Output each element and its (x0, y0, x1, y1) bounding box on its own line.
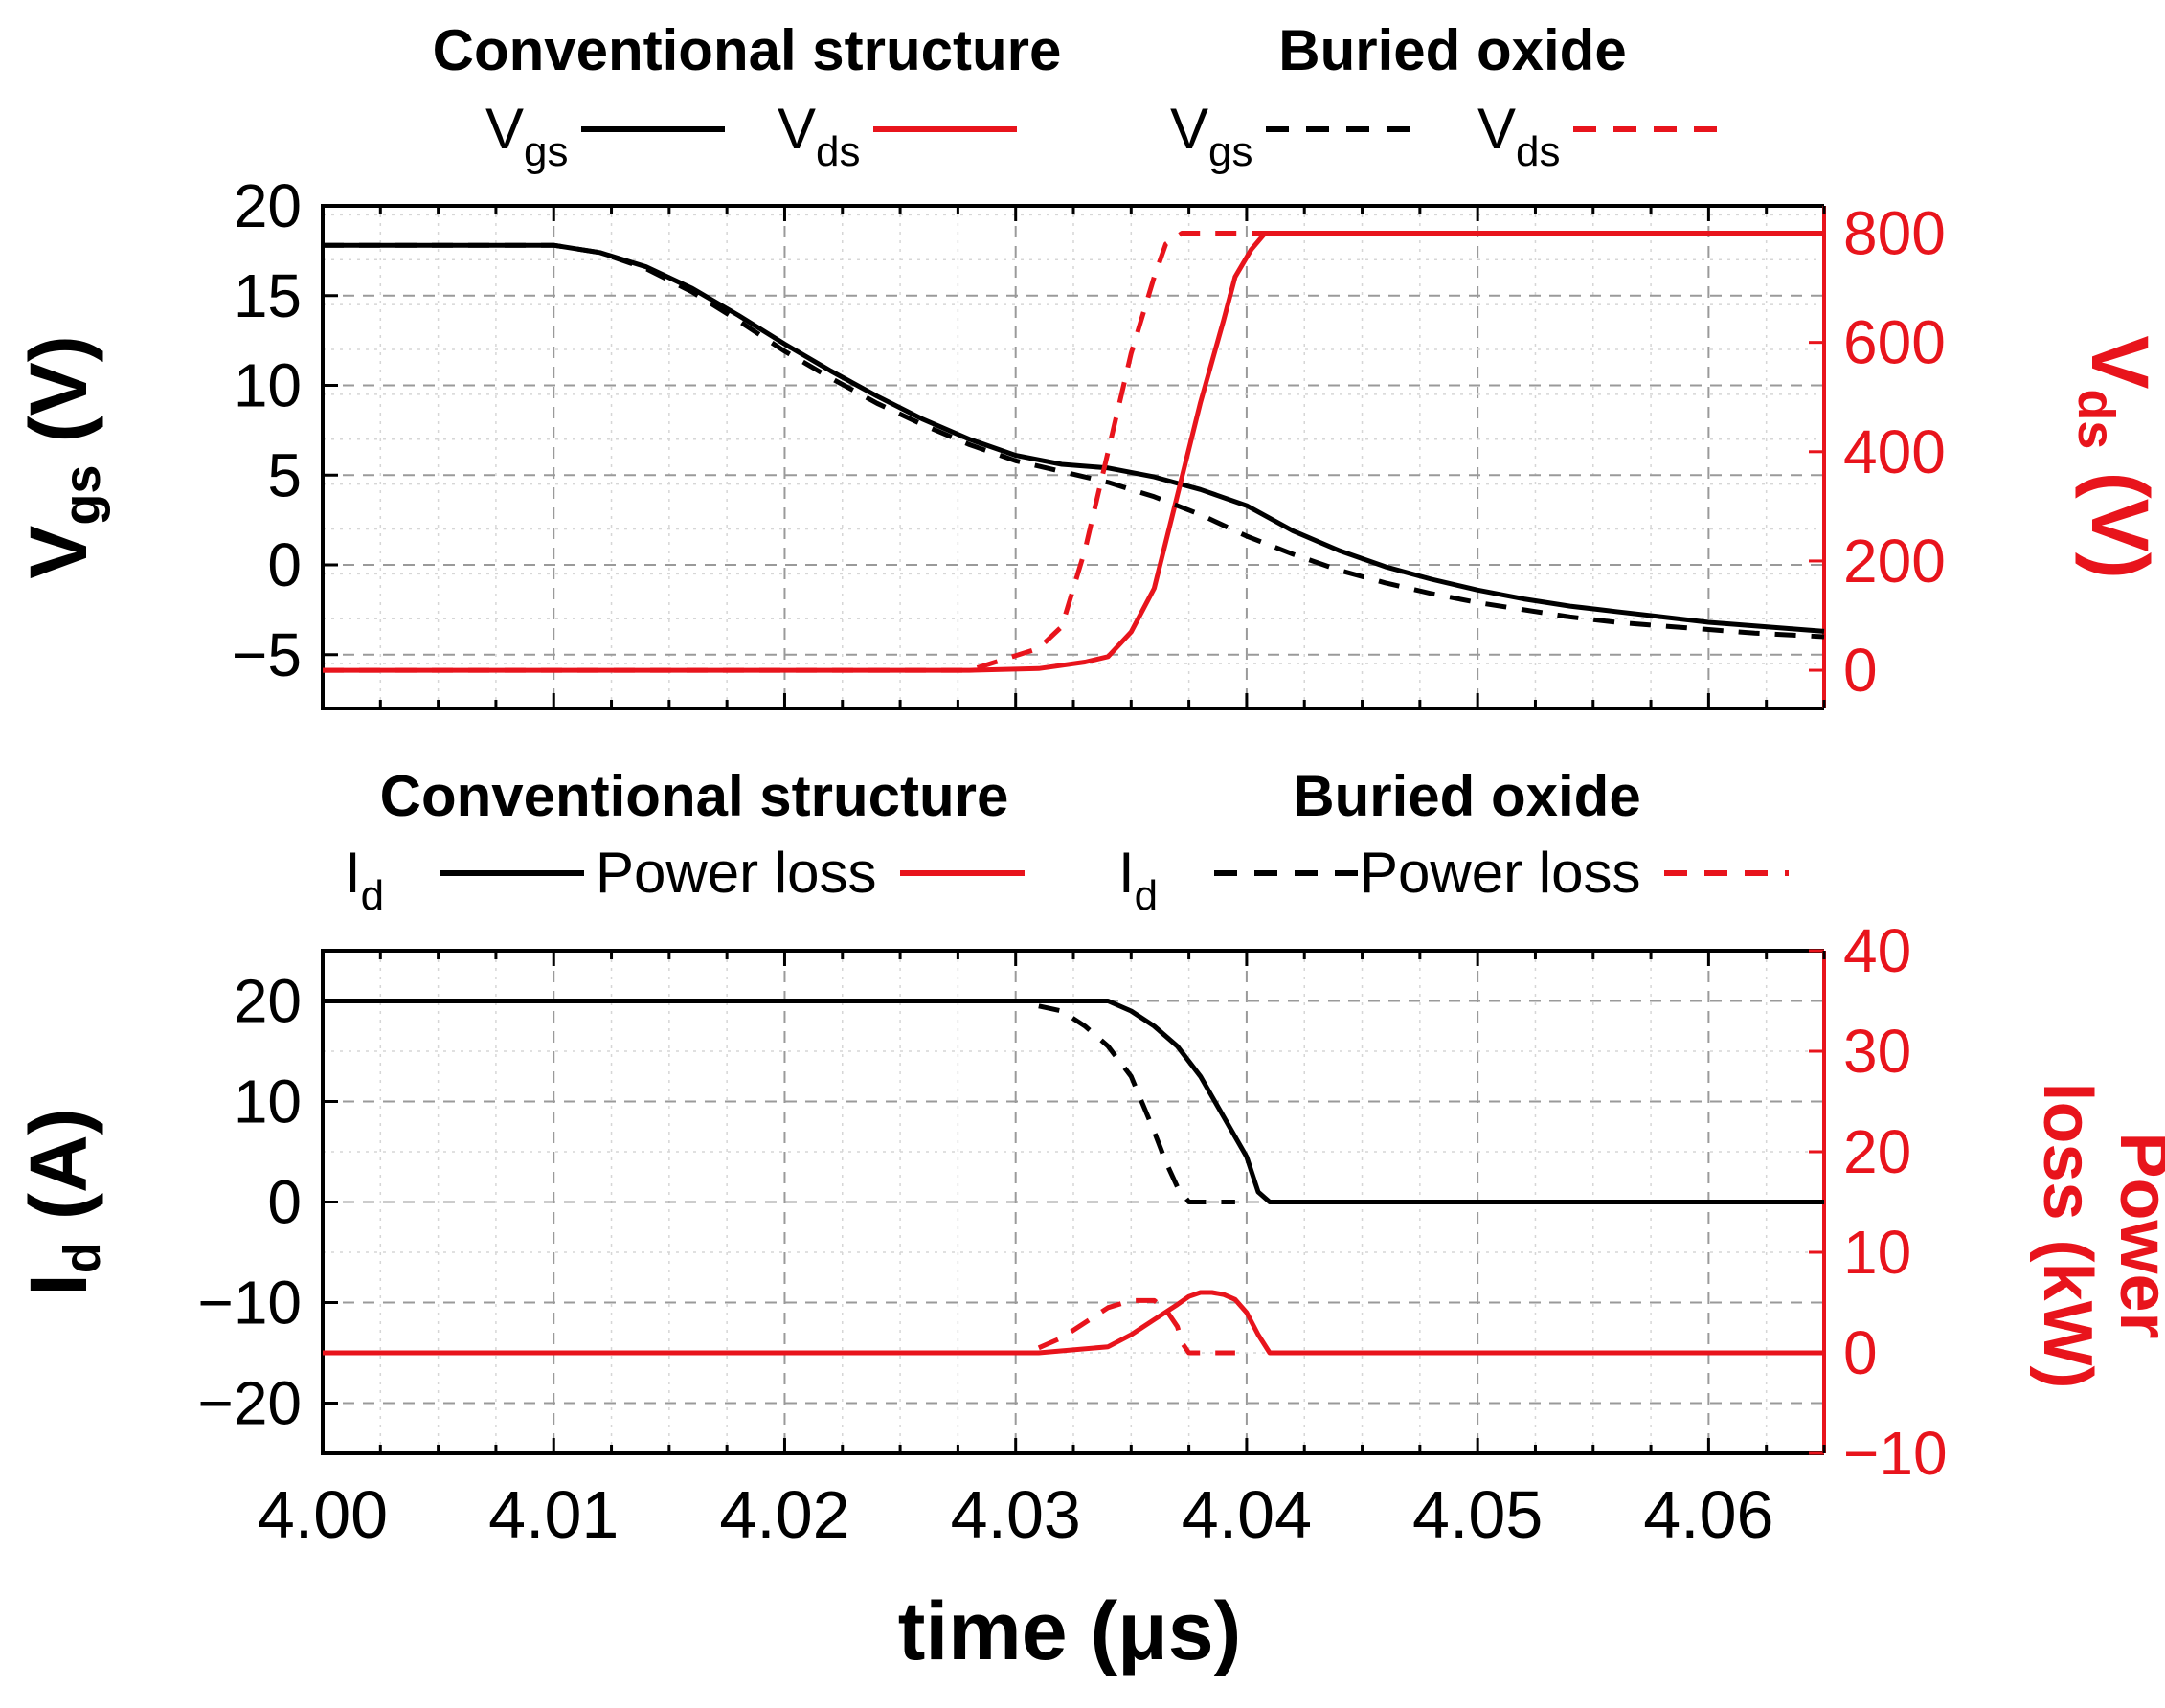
legend-item-sub: d (361, 872, 384, 919)
x-axis-label: time (μs) (898, 1585, 1241, 1677)
series-line (323, 1290, 1824, 1356)
legend-group-title: Conventional structure (380, 764, 1009, 828)
right-axis-label-main: V (2075, 335, 2165, 389)
left-tick-label: 0 (267, 1168, 302, 1237)
legend-group-title: Conventional structure (433, 18, 1062, 82)
right-axis-label-line: loss (kW) (2029, 1082, 2106, 1388)
right-tick-label: −10 (1843, 1419, 1948, 1488)
legend-item-main: Power loss (596, 841, 876, 905)
left-axis-label: Id (A) (13, 1108, 111, 1295)
left-tick-label: −5 (232, 620, 302, 689)
left-tick-label: 15 (234, 261, 302, 330)
right-axis-label-unit: (V) (2075, 449, 2165, 578)
series-line (1038, 1003, 1235, 1204)
series-line (323, 231, 1824, 673)
left-tick-label: 10 (234, 1068, 302, 1136)
bottom-panel: 20 10 0 −10 −20 40 30 20 10 0 −10 4.00 4.01 4.02 4.03 4… (13, 916, 2165, 1552)
left-axis-label: Vgs (V) (13, 335, 111, 578)
legend-item-sub: ds (816, 128, 860, 175)
series-line (1037, 1297, 1235, 1356)
x-tick-label: 4.06 (1643, 1477, 1773, 1552)
right-tick-label: 0 (1843, 636, 1878, 705)
right-tick-label: 600 (1843, 308, 1946, 377)
left-tick-label: 5 (267, 440, 302, 509)
series-line (323, 231, 1824, 673)
right-axis-label-sub: ds (2067, 389, 2125, 449)
legend-item-main: I (345, 841, 361, 905)
series-line (323, 242, 1825, 640)
left-tick-label: 20 (234, 171, 302, 240)
left-tick-label: 10 (234, 351, 302, 420)
legend-group-title: Buried oxide (1278, 18, 1626, 82)
left-axis-label-main: V (13, 526, 103, 579)
legend-group-title: Buried oxide (1293, 764, 1640, 828)
legend-item-main: V (1170, 97, 1208, 161)
series-line (323, 999, 1824, 1204)
right-tick-label: 0 (1843, 1318, 1878, 1387)
legend-item-sub: gs (524, 128, 568, 175)
bottom-legend: Conventional structure Id Power loss Buried… (345, 764, 1789, 919)
left-axis-label-main: I (13, 1273, 103, 1295)
left-tick-label: 20 (234, 967, 302, 1036)
legend-item-label: Power loss (1360, 841, 1640, 905)
legend-item-label: Vgs (1170, 97, 1253, 175)
series-line (323, 242, 1825, 634)
x-tick-label: 4.00 (258, 1477, 388, 1552)
x-tick-label: 4.05 (1412, 1477, 1543, 1552)
legend-item-main: Power loss (1360, 841, 1640, 905)
x-tick-label: 4.02 (719, 1477, 849, 1552)
right-tick-label: 400 (1843, 417, 1946, 486)
legend-item-sub: gs (1208, 128, 1252, 175)
left-axis-label-unit: (A) (13, 1108, 103, 1242)
right-axis-label: Vds (V) (2067, 335, 2165, 578)
legend-item-label: Vgs (485, 97, 569, 175)
x-tick-label: 4.03 (951, 1477, 1081, 1552)
legend-item-sub: ds (1516, 128, 1560, 175)
x-tick-label: 4.01 (488, 1477, 619, 1552)
right-tick-label: 200 (1843, 527, 1946, 596)
left-axis-label-sub: gs (54, 465, 111, 526)
right-tick-label: 30 (1843, 1017, 1911, 1086)
left-tick-label: 0 (267, 530, 302, 599)
legend-item-label: Id (1118, 841, 1158, 919)
left-tick-label: −20 (197, 1369, 302, 1438)
right-tick-label: 40 (1843, 916, 1911, 985)
right-axis-label-line: Power (2106, 1132, 2165, 1338)
left-axis-label-unit: (V) (13, 335, 103, 464)
legend-item-main: V (778, 97, 816, 161)
legend-item-label: Power loss (596, 841, 876, 905)
right-tick-label: 10 (1843, 1218, 1911, 1287)
x-tick-label: 4.04 (1182, 1477, 1312, 1552)
legend-item-main: V (485, 97, 524, 161)
legend-item-label: Vds (778, 97, 861, 175)
right-tick-label: 20 (1843, 1117, 1911, 1186)
left-tick-label: −10 (197, 1269, 302, 1337)
legend-item-main: V (1477, 97, 1516, 161)
legend-item-main: I (1118, 841, 1135, 905)
legend-item-sub: d (1135, 872, 1158, 919)
right-tick-label: 800 (1843, 199, 1946, 268)
legend-item-label: Id (345, 841, 384, 919)
left-axis-label-sub: d (54, 1242, 111, 1273)
legend-item-label: Vds (1477, 97, 1561, 175)
